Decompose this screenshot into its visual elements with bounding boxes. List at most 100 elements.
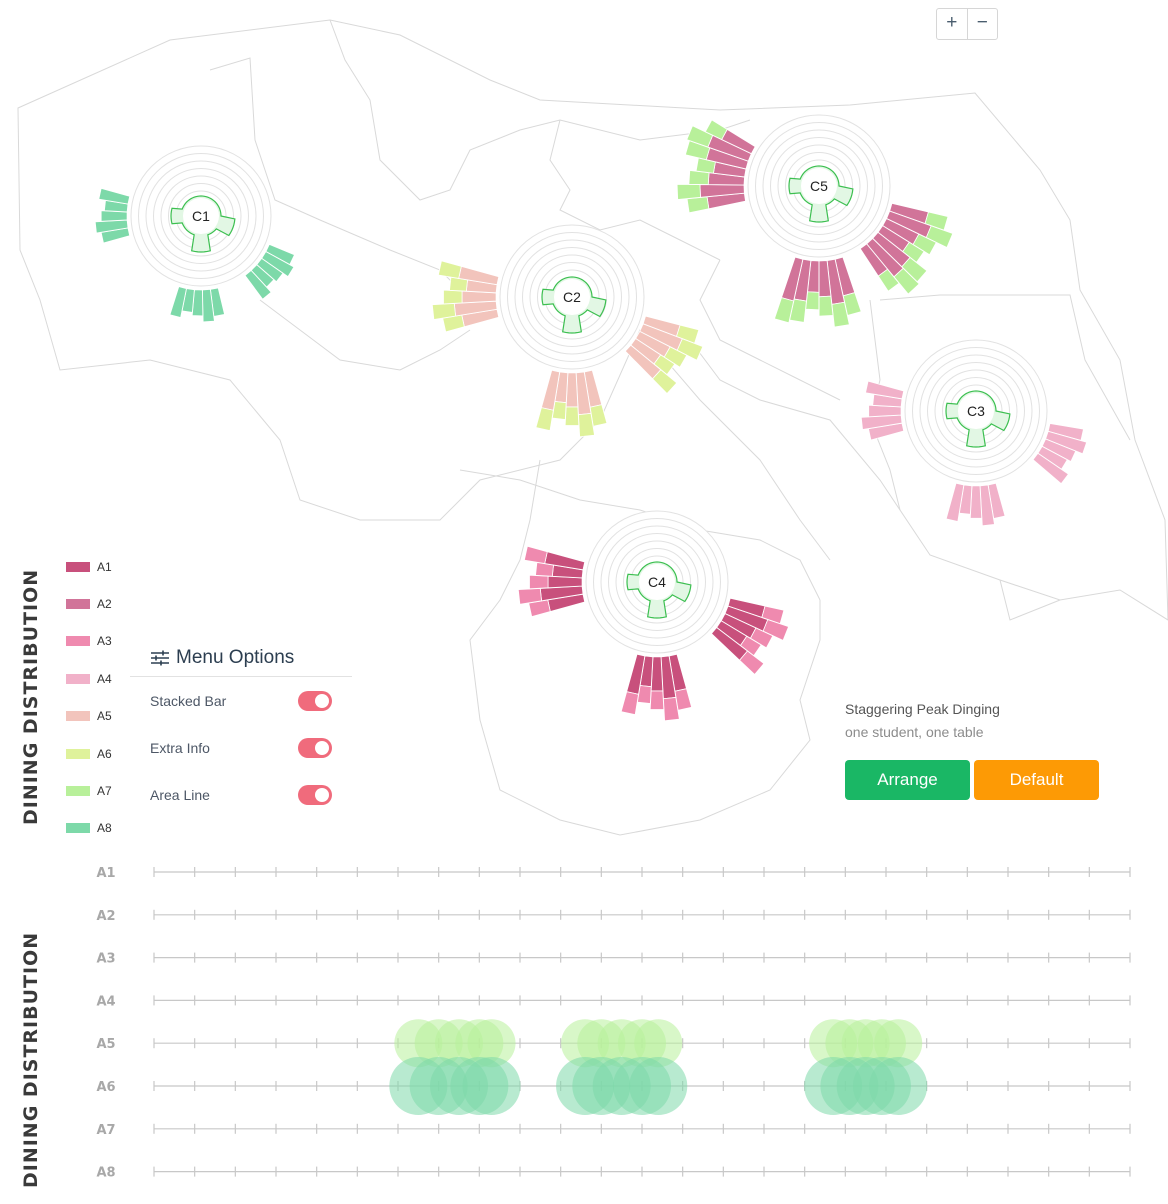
legend-item[interactable]: A6 — [66, 735, 112, 772]
timeline-row-label: A2 — [96, 909, 115, 924]
color-legend: A1 A2 A3 A4 A5 A6 A7 A8 — [66, 548, 112, 847]
legend-swatch — [66, 561, 90, 572]
radial-bar — [704, 119, 728, 141]
zoom-out-button[interactable]: − — [966, 9, 998, 39]
radial-bar — [818, 295, 834, 317]
radial-bar — [663, 696, 680, 722]
timeline-row-label: A6 — [96, 1080, 115, 1095]
radial-bar — [564, 406, 580, 426]
radial-bar — [256, 257, 284, 283]
radial-bar — [676, 183, 701, 200]
timeline-row-label: A4 — [96, 994, 115, 1009]
glyph-ring — [507, 232, 637, 362]
staggering-title: Staggering Peak Dinging — [845, 701, 1000, 717]
zoom-control: + − — [936, 8, 998, 40]
option-label: Extra Info — [150, 739, 210, 756]
legend-item[interactable]: A1 — [66, 548, 112, 585]
canteen-c1[interactable]: C1 — [94, 145, 296, 323]
canteen-c3[interactable]: C3 — [860, 339, 1088, 527]
legend-item[interactable]: A7 — [66, 772, 112, 809]
toggle-knob — [315, 787, 329, 802]
canteen-label: C5 — [810, 178, 828, 194]
radial-bar — [100, 210, 128, 222]
radial-bar — [663, 346, 688, 368]
timeline-row-label: A8 — [96, 1166, 115, 1181]
dining-bubble[interactable] — [874, 1019, 923, 1068]
dining-bubble[interactable] — [462, 1057, 521, 1115]
legend-swatch — [66, 673, 90, 684]
radial-bar — [877, 268, 900, 292]
radial-bar — [969, 485, 983, 519]
legend-item[interactable]: A8 — [66, 810, 112, 847]
radial-bar — [169, 286, 187, 319]
glyph-ring — [770, 137, 868, 235]
radial-bar — [651, 369, 678, 395]
border-line — [329, 19, 751, 201]
legend-item[interactable]: A5 — [66, 698, 112, 735]
timeline-row-label: A1 — [96, 866, 115, 881]
radial-bar — [860, 414, 903, 430]
radial-bar — [244, 269, 272, 300]
zoom-in-button[interactable]: + — [946, 12, 958, 33]
radial-bar — [688, 170, 710, 185]
legend-label: A6 — [97, 746, 112, 761]
glyph-ring — [153, 168, 249, 264]
radial-bar — [805, 291, 820, 311]
canteen-glyphs: C1 C2 C3 C4 C5 — [94, 114, 1088, 722]
legend-label: A2 — [97, 597, 112, 612]
dining-bubble[interactable] — [467, 1019, 516, 1068]
glyph-center — [554, 279, 590, 315]
default-button[interactable]: Default — [974, 760, 1099, 800]
menu-option-stacked-bar: Stacked Bar — [130, 677, 352, 724]
canteen-c5[interactable]: C5 — [676, 114, 954, 328]
staggering-subtitle: one student, one table — [845, 724, 984, 740]
dining-bubble[interactable] — [629, 1057, 688, 1115]
radial-bar — [437, 260, 462, 279]
radial-bar — [865, 380, 905, 400]
menu-options-panel: Menu Options Stacked Bar Extra Info Area… — [130, 640, 352, 818]
campus-map[interactable]: C1 C2 C3 C4 C5 — [0, 0, 1168, 850]
stacked-bar-toggle[interactable] — [298, 690, 332, 711]
menu-option-extra-info: Extra Info — [130, 724, 352, 771]
canteen-c2[interactable]: C2 — [431, 224, 704, 438]
radial-bar — [649, 690, 665, 710]
radial-bar — [893, 267, 920, 295]
legend-swatch — [66, 823, 90, 834]
glyph-ring — [522, 247, 622, 347]
legend-swatch — [66, 748, 90, 759]
canteen-c4[interactable]: C4 — [517, 510, 790, 722]
radial-bar — [523, 545, 548, 564]
arrange-button[interactable]: Arrange — [845, 760, 970, 800]
legend-item[interactable]: A3 — [66, 623, 112, 660]
menu-title: Menu Options — [176, 647, 295, 668]
glyph-ring — [593, 518, 721, 646]
legend-swatch — [66, 636, 90, 647]
canteen-label: C3 — [967, 403, 985, 419]
border-line — [879, 294, 1131, 441]
option-label: Area Line — [150, 786, 210, 803]
dining-bubble[interactable] — [634, 1019, 683, 1068]
border-line — [549, 119, 721, 261]
legend-item[interactable]: A4 — [66, 660, 112, 697]
canteen-label: C2 — [563, 289, 581, 305]
legend-item[interactable]: A2 — [66, 585, 112, 622]
extra-info-toggle[interactable] — [298, 737, 332, 758]
radial-bar — [1041, 438, 1077, 463]
radial-bar — [1045, 430, 1088, 455]
glyph-ring — [608, 533, 706, 631]
radial-bar — [620, 691, 639, 716]
dining-bubble[interactable] — [869, 1057, 928, 1115]
menu-header: Menu Options — [130, 640, 352, 677]
canteen-label: C1 — [192, 208, 210, 224]
border-line — [639, 329, 831, 561]
legend-swatch — [66, 711, 90, 722]
area-line-toggle[interactable] — [298, 784, 332, 805]
radial-bar — [261, 251, 295, 278]
glyph-ring — [912, 347, 1040, 475]
legend-swatch — [66, 599, 90, 610]
radial-bar — [1032, 452, 1070, 485]
radial-bar — [945, 482, 965, 522]
glyph-ring — [762, 129, 876, 243]
radial-bar — [773, 297, 795, 324]
map-section-title: DINING DISTRIBUTION — [20, 568, 42, 825]
